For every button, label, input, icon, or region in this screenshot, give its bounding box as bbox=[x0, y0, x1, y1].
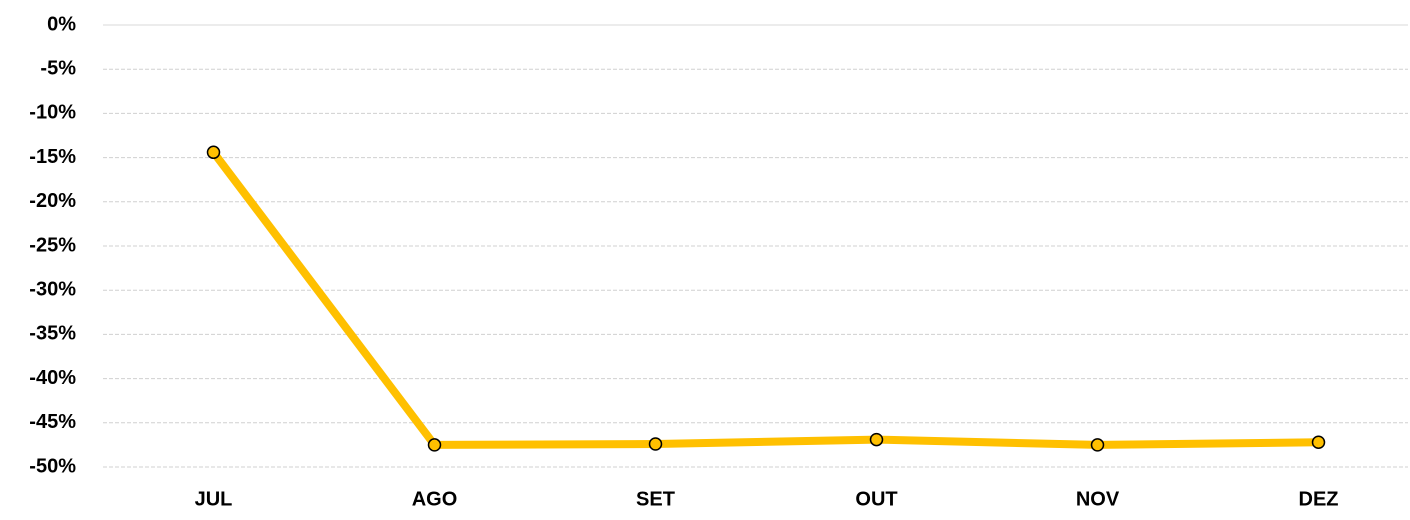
x-tick-label: SET bbox=[636, 488, 675, 510]
x-tick-label: DEZ bbox=[1299, 488, 1339, 510]
x-tick-label: JUL bbox=[195, 488, 233, 510]
y-tick-label: -45% bbox=[29, 411, 76, 433]
x-tick-label: OUT bbox=[855, 488, 897, 510]
data-point bbox=[1090, 438, 1105, 452]
y-tick-label: -15% bbox=[29, 146, 76, 168]
y-tick-label: -50% bbox=[29, 455, 76, 477]
data-line bbox=[210, 149, 1319, 449]
data-point bbox=[869, 432, 884, 447]
y-tick-label: -10% bbox=[29, 102, 76, 124]
x-tick-label: AGO bbox=[412, 488, 458, 510]
y-tick-label: -25% bbox=[29, 234, 76, 256]
y-tick-label: -5% bbox=[40, 57, 76, 79]
y-tick-label: -20% bbox=[29, 190, 76, 212]
data-point bbox=[206, 145, 221, 160]
x-tick-label: NOV bbox=[1076, 488, 1120, 510]
y-tick-label: -40% bbox=[29, 367, 76, 389]
data-point bbox=[427, 438, 442, 452]
data-point bbox=[648, 437, 663, 451]
y-tick-label: -35% bbox=[29, 323, 76, 345]
y-tick-label: -30% bbox=[29, 278, 76, 300]
data-point bbox=[1311, 435, 1326, 449]
y-tick-label: 0% bbox=[47, 13, 76, 35]
